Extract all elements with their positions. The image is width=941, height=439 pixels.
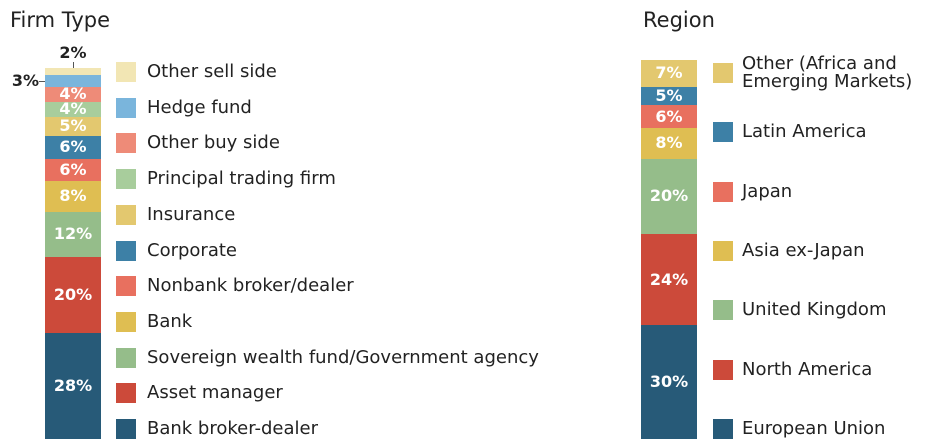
legend-swatch bbox=[713, 122, 733, 143]
chart-title: Region bbox=[643, 8, 715, 32]
legend-label: United Kingdom bbox=[742, 299, 887, 321]
legend-swatch bbox=[713, 63, 733, 83]
label-tick bbox=[73, 61, 74, 68]
legend-label: Principal trading firm bbox=[147, 168, 336, 190]
legend-label: Other sell side bbox=[147, 61, 277, 82]
legend-label: Bank bbox=[147, 310, 193, 332]
data-label: 20% bbox=[53, 284, 93, 304]
chart-title: Firm Type bbox=[10, 8, 111, 32]
legend-swatch bbox=[116, 204, 136, 225]
legend-swatch bbox=[116, 419, 136, 439]
legend-label: Other buy side bbox=[147, 132, 280, 154]
label-tick bbox=[39, 80, 45, 82]
data-label: 4% bbox=[59, 99, 87, 119]
bar-segment bbox=[45, 257, 101, 333]
data-label: 24% bbox=[649, 269, 689, 289]
data-label: 30% bbox=[649, 372, 689, 392]
legend-swatch bbox=[116, 240, 136, 261]
data-label: 6% bbox=[655, 106, 683, 126]
legend-label: Asset manager bbox=[147, 382, 283, 404]
data-label: 20% bbox=[649, 186, 689, 206]
data-label: 2% bbox=[59, 42, 87, 62]
legend-label: Nonbank broker/dealer bbox=[147, 275, 354, 297]
bar-segment bbox=[45, 181, 101, 212]
bar-segment bbox=[45, 86, 101, 102]
bar-segment bbox=[641, 86, 697, 106]
bar-segment bbox=[641, 60, 697, 87]
legend-swatch bbox=[116, 311, 136, 332]
data-label: 6% bbox=[59, 137, 87, 157]
bar-segment bbox=[641, 158, 697, 235]
data-label: 5% bbox=[59, 116, 87, 136]
data-label: 6% bbox=[59, 159, 87, 179]
data-label: 12% bbox=[53, 224, 93, 244]
legend-label: North America bbox=[742, 358, 873, 380]
legend-label: Latin America bbox=[742, 121, 867, 143]
bar-segment bbox=[641, 234, 697, 326]
legend-swatch bbox=[713, 419, 733, 439]
bar-segment bbox=[641, 105, 697, 129]
legend-label: Insurance bbox=[147, 203, 236, 225]
legend-swatch bbox=[713, 181, 733, 202]
legend-label: Hedge fund bbox=[147, 96, 252, 118]
bar-segment bbox=[45, 75, 101, 87]
bar-segment bbox=[45, 158, 101, 182]
legend-label: European Union bbox=[742, 418, 886, 439]
legend-label: Corporate bbox=[147, 239, 237, 261]
bar-segment bbox=[641, 325, 697, 439]
data-label: 28% bbox=[53, 375, 93, 395]
legend-swatch bbox=[116, 62, 136, 82]
bar-segment bbox=[45, 211, 101, 258]
legend-swatch bbox=[116, 169, 136, 190]
data-label: 4% bbox=[59, 84, 87, 104]
data-label: 7% bbox=[655, 63, 683, 83]
legend-swatch bbox=[713, 241, 733, 261]
legend-swatch bbox=[713, 359, 733, 380]
legend-swatch bbox=[116, 383, 136, 404]
legend-label: Bank broker-dealer bbox=[147, 418, 318, 439]
data-label: 5% bbox=[655, 86, 683, 105]
bar-segment bbox=[45, 67, 101, 76]
data-label: 3% bbox=[11, 70, 39, 90]
legend-label: Other (Africa and Emerging Markets) bbox=[742, 53, 913, 92]
bar-segment bbox=[45, 135, 101, 159]
legend-swatch bbox=[116, 97, 136, 118]
legend-swatch bbox=[713, 300, 733, 321]
legend-label: Sovereign wealth fund/Government agency bbox=[147, 346, 539, 368]
legend-label: Japan bbox=[742, 180, 793, 202]
bar-segment bbox=[45, 332, 101, 439]
bar-segment bbox=[45, 101, 101, 117]
data-label: 8% bbox=[655, 133, 683, 153]
legend-label: Asia ex-Japan bbox=[742, 240, 865, 261]
bar-segment bbox=[45, 116, 101, 136]
bar-segment bbox=[641, 128, 697, 159]
data-label: 8% bbox=[59, 186, 87, 206]
legend-swatch bbox=[116, 133, 136, 154]
legend-swatch bbox=[116, 347, 136, 368]
legend-swatch bbox=[116, 276, 136, 297]
